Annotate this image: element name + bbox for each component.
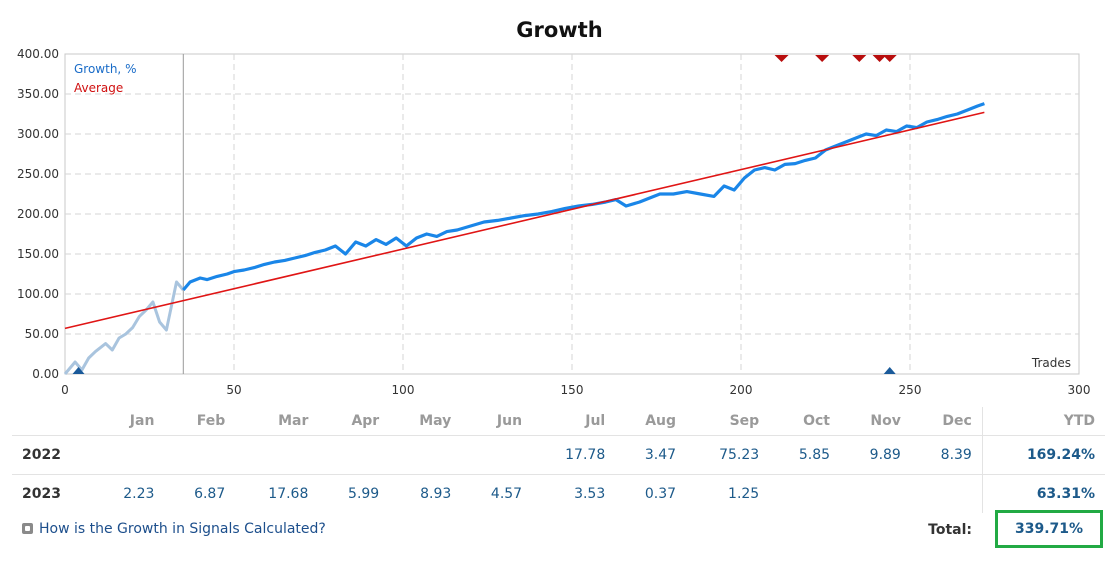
month-header: Apr bbox=[351, 413, 380, 429]
growth-chart: 0.00 50.00 100.00 150.00 200.00 250.00 300.00 3… bbox=[17, 47, 1091, 397]
month-value-cell: 4.57 bbox=[461, 474, 533, 513]
table-header-row: Jan Feb Mar Apr May Jun Jul Aug Sep Oct Nov Dec YTD bbox=[12, 407, 1105, 436]
total-label: Total: bbox=[928, 522, 972, 538]
bottom-marker bbox=[72, 367, 85, 374]
x-tick-label: 150 bbox=[561, 383, 584, 397]
y-tick-label: 400.00 bbox=[17, 47, 59, 61]
month-header: Mar bbox=[278, 413, 309, 429]
legend-growth: Growth, % bbox=[74, 62, 136, 76]
table-body: 2022 17.78 3.47 75.23 5.85 9.89 8.39 169.24% 202… bbox=[12, 435, 1105, 513]
month-value-cell bbox=[235, 435, 319, 475]
month-value-cell: 3.53 bbox=[532, 474, 616, 513]
month-header: May bbox=[419, 413, 452, 429]
month-value-cell: 9.89 bbox=[840, 435, 911, 475]
monthly-table: Jan Feb Mar Apr May Jun Jul Aug Sep Oct Nov Dec YTD … bbox=[12, 407, 1105, 513]
growth-line bbox=[182, 102, 985, 292]
month-header: Feb bbox=[196, 413, 226, 429]
month-header: Jul bbox=[585, 413, 606, 429]
x-tick-label: 50 bbox=[226, 383, 241, 397]
y-tick-label: 150.00 bbox=[17, 247, 59, 261]
y-tick-label: 350.00 bbox=[17, 87, 59, 101]
month-value-cell bbox=[318, 435, 390, 475]
top-marker bbox=[815, 55, 830, 62]
month-value-cell: 2.23 bbox=[93, 474, 165, 513]
chart-title: Growth bbox=[516, 18, 603, 42]
help-icon bbox=[22, 523, 33, 534]
top-marker bbox=[872, 55, 887, 62]
month-value-cell bbox=[840, 474, 911, 513]
year-cell: 2022 bbox=[12, 435, 94, 475]
month-value-cell: 17.78 bbox=[532, 435, 616, 475]
header-blank bbox=[12, 407, 94, 436]
month-value-cell: 0.37 bbox=[615, 474, 687, 513]
x-tick-label: 200 bbox=[730, 383, 753, 397]
month-header: YTD bbox=[981, 407, 1105, 436]
x-tick-label: 300 bbox=[1068, 383, 1091, 397]
month-value-cell: 6.87 bbox=[164, 474, 236, 513]
y-tick-label: 50.00 bbox=[25, 327, 59, 341]
growth-line-early bbox=[63, 280, 185, 375]
top-marker bbox=[774, 55, 789, 62]
y-tick-label: 100.00 bbox=[17, 287, 59, 301]
month-header: Nov bbox=[870, 413, 901, 429]
month-header: Jun bbox=[496, 413, 523, 429]
ytd-cell: 63.31% bbox=[981, 474, 1105, 513]
month-value-cell: 8.93 bbox=[389, 474, 462, 513]
month-value-cell bbox=[389, 435, 462, 475]
bottom-marker bbox=[883, 367, 896, 374]
month-header: Aug bbox=[645, 413, 677, 429]
y-tick-label: 0.00 bbox=[32, 367, 59, 381]
month-value-cell: 5.99 bbox=[318, 474, 390, 513]
month-value-cell: 8.39 bbox=[910, 435, 983, 475]
table-row: 2023 2.23 6.87 17.68 5.99 8.93 4.57 3.53 0.37 1.2… bbox=[12, 474, 1105, 513]
month-value-cell: 17.68 bbox=[235, 474, 319, 513]
x-tick-label: 0 bbox=[61, 383, 69, 397]
month-value-cell: 75.23 bbox=[686, 435, 770, 475]
month-header: Sep bbox=[729, 413, 760, 429]
month-value-cell bbox=[164, 435, 236, 475]
y-tick-label: 200.00 bbox=[17, 207, 59, 221]
ytd-cell: 169.24% bbox=[981, 435, 1105, 475]
average-line bbox=[64, 111, 985, 330]
month-header: Jan bbox=[129, 413, 155, 429]
month-value-cell bbox=[461, 435, 533, 475]
x-tick-label: 100 bbox=[392, 383, 415, 397]
total-value: 339.71% bbox=[995, 510, 1103, 548]
month-value-cell: 5.85 bbox=[769, 435, 841, 475]
month-value-cell: 3.47 bbox=[615, 435, 687, 475]
month-value-cell: 1.25 bbox=[686, 474, 770, 513]
month-header: Dec bbox=[942, 413, 972, 429]
top-marker bbox=[882, 55, 897, 62]
y-tick-label: 300.00 bbox=[17, 127, 59, 141]
x-axis-label: Trades bbox=[1031, 356, 1071, 370]
month-value-cell bbox=[769, 474, 841, 513]
legend-average: Average bbox=[74, 81, 123, 95]
y-tick-label: 250.00 bbox=[17, 167, 59, 181]
table-row: 2022 17.78 3.47 75.23 5.85 9.89 8.39 169.24% bbox=[12, 435, 1105, 475]
top-marker bbox=[852, 55, 867, 62]
month-value-cell bbox=[93, 435, 165, 475]
help-link-text[interactable]: How is the Growth in Signals Calculated? bbox=[39, 521, 326, 537]
footer: How is the Growth in Signals Calculated?… bbox=[0, 510, 1119, 552]
month-value-cell bbox=[910, 474, 983, 513]
month-header: Oct bbox=[803, 413, 831, 429]
year-cell: 2023 bbox=[12, 474, 94, 513]
x-tick-label: 250 bbox=[899, 383, 922, 397]
help-link[interactable]: How is the Growth in Signals Calculated? bbox=[22, 521, 326, 537]
